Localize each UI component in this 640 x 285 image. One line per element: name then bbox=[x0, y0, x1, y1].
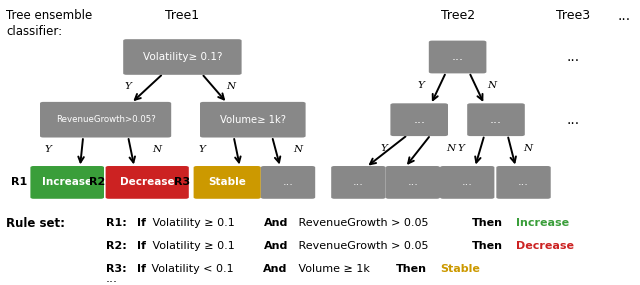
FancyBboxPatch shape bbox=[497, 166, 550, 199]
Text: ...: ... bbox=[452, 50, 463, 64]
Text: RevenueGrowth > 0.05: RevenueGrowth > 0.05 bbox=[295, 218, 432, 228]
Text: Y: Y bbox=[45, 145, 51, 154]
Text: R2: R2 bbox=[89, 177, 106, 188]
Text: Tree ensemble
classifier:: Tree ensemble classifier: bbox=[6, 9, 93, 38]
FancyBboxPatch shape bbox=[123, 39, 241, 75]
Text: N: N bbox=[524, 144, 532, 153]
Text: ...: ... bbox=[283, 177, 293, 188]
Text: Volatility ≥ 0.1: Volatility ≥ 0.1 bbox=[148, 218, 237, 228]
Text: Increase: Increase bbox=[42, 177, 92, 188]
Text: Stable: Stable bbox=[440, 264, 480, 274]
FancyBboxPatch shape bbox=[106, 166, 189, 199]
Text: N: N bbox=[152, 145, 161, 154]
FancyBboxPatch shape bbox=[385, 166, 440, 199]
Text: Then: Then bbox=[396, 264, 427, 274]
Text: Y: Y bbox=[417, 81, 424, 90]
Text: Y: Y bbox=[125, 82, 131, 91]
Text: If: If bbox=[137, 264, 146, 274]
Text: Y: Y bbox=[381, 144, 387, 153]
Text: RevenueGrowth > 0.05: RevenueGrowth > 0.05 bbox=[295, 241, 432, 251]
Text: Volatility ≥ 0.1: Volatility ≥ 0.1 bbox=[148, 241, 237, 251]
Text: Rule set:: Rule set: bbox=[6, 217, 65, 230]
FancyBboxPatch shape bbox=[31, 166, 104, 199]
Text: Then: Then bbox=[472, 241, 503, 251]
Text: ...: ... bbox=[462, 177, 472, 188]
Text: N: N bbox=[447, 144, 456, 153]
Text: R1:: R1: bbox=[106, 218, 126, 228]
Text: Volume≥ 1k?: Volume≥ 1k? bbox=[220, 115, 286, 125]
Text: ...: ... bbox=[106, 272, 118, 285]
FancyBboxPatch shape bbox=[467, 103, 525, 136]
Text: Volatility < 0.1: Volatility < 0.1 bbox=[148, 264, 237, 274]
Text: And: And bbox=[263, 264, 288, 274]
Text: ...: ... bbox=[353, 177, 364, 188]
Text: Increase: Increase bbox=[516, 218, 570, 228]
Text: N: N bbox=[293, 145, 302, 154]
Text: ...: ... bbox=[490, 113, 502, 126]
Text: Then: Then bbox=[472, 218, 503, 228]
Text: RevenueGrowth>0.05?: RevenueGrowth>0.05? bbox=[56, 115, 156, 124]
Text: Y: Y bbox=[198, 145, 205, 154]
Text: N: N bbox=[226, 82, 235, 91]
FancyBboxPatch shape bbox=[261, 166, 316, 199]
Text: Tree2: Tree2 bbox=[440, 9, 475, 22]
Text: And: And bbox=[264, 218, 288, 228]
Text: R1: R1 bbox=[11, 177, 28, 188]
Text: ...: ... bbox=[413, 113, 425, 126]
Text: Volume ≥ 1k: Volume ≥ 1k bbox=[295, 264, 373, 274]
Text: Y: Y bbox=[458, 144, 464, 153]
Text: And: And bbox=[264, 241, 288, 251]
FancyBboxPatch shape bbox=[200, 102, 306, 138]
Text: Decrease: Decrease bbox=[120, 177, 175, 188]
Text: R2:: R2: bbox=[106, 241, 126, 251]
FancyBboxPatch shape bbox=[429, 40, 486, 73]
FancyBboxPatch shape bbox=[440, 166, 494, 199]
Text: R3: R3 bbox=[174, 177, 191, 188]
Text: Volatility≥ 0.1?: Volatility≥ 0.1? bbox=[143, 52, 222, 62]
Text: ...: ... bbox=[566, 113, 579, 127]
Text: Tree1: Tree1 bbox=[165, 9, 200, 22]
Text: Stable: Stable bbox=[208, 177, 246, 188]
Text: ...: ... bbox=[518, 177, 529, 188]
Text: R3:: R3: bbox=[106, 264, 126, 274]
FancyBboxPatch shape bbox=[193, 166, 261, 199]
Text: ...: ... bbox=[618, 9, 630, 23]
Text: Decrease: Decrease bbox=[516, 241, 575, 251]
Text: Tree3: Tree3 bbox=[556, 9, 590, 22]
Text: ...: ... bbox=[408, 177, 418, 188]
Text: If: If bbox=[137, 218, 146, 228]
Text: N: N bbox=[487, 81, 496, 90]
FancyBboxPatch shape bbox=[40, 102, 172, 138]
Text: If: If bbox=[137, 241, 146, 251]
FancyBboxPatch shape bbox=[332, 166, 385, 199]
FancyBboxPatch shape bbox=[390, 103, 448, 136]
Text: ...: ... bbox=[566, 50, 579, 64]
